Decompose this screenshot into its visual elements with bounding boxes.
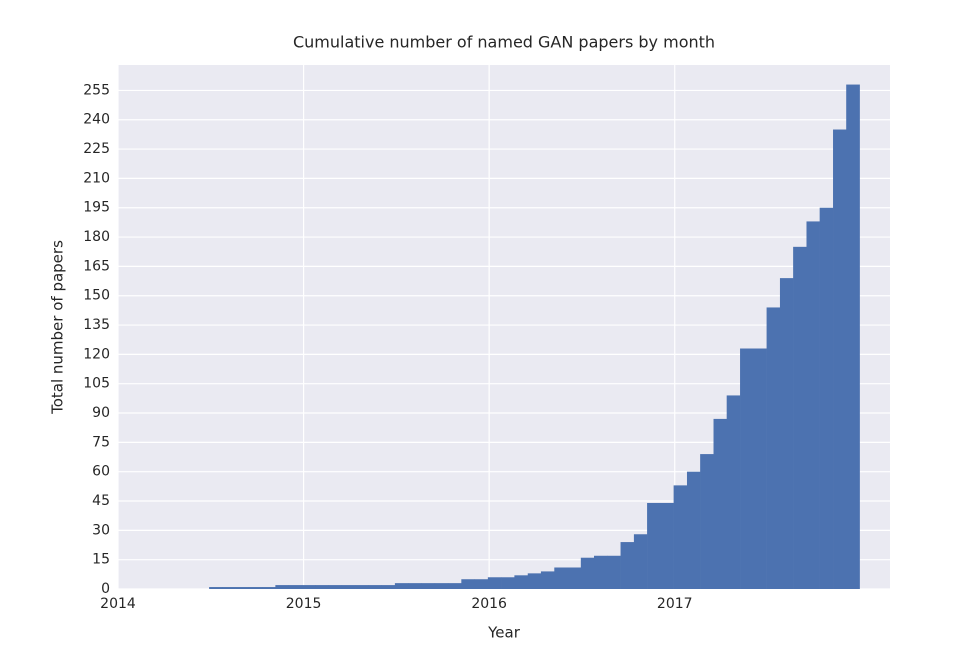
bar bbox=[408, 583, 422, 589]
bar bbox=[381, 585, 396, 589]
y-tick-label: 105 bbox=[83, 376, 110, 392]
bar bbox=[501, 577, 515, 589]
bar bbox=[540, 571, 555, 589]
y-tick-label: 0 bbox=[101, 581, 110, 597]
bar bbox=[766, 307, 781, 589]
bar bbox=[355, 585, 369, 589]
y-tick-label: 150 bbox=[83, 288, 110, 304]
x-tick-label: 2017 bbox=[657, 596, 693, 612]
bar bbox=[567, 567, 582, 589]
x-tick-label: 2015 bbox=[286, 596, 322, 612]
bar bbox=[301, 585, 316, 589]
bar bbox=[315, 585, 329, 589]
bar bbox=[262, 587, 276, 589]
bar bbox=[235, 587, 250, 589]
y-tick-label: 60 bbox=[92, 464, 110, 480]
bar bbox=[647, 502, 661, 589]
bar bbox=[248, 587, 263, 589]
bar bbox=[527, 573, 542, 589]
x-tick-label: 2014 bbox=[100, 596, 136, 612]
bar bbox=[487, 577, 502, 589]
y-tick-label: 225 bbox=[83, 141, 110, 157]
bar bbox=[660, 502, 674, 589]
bar bbox=[594, 555, 608, 589]
y-tick-label: 180 bbox=[83, 229, 110, 245]
bar bbox=[740, 348, 754, 589]
bar bbox=[686, 471, 701, 589]
bar bbox=[341, 585, 356, 589]
y-tick-label: 255 bbox=[83, 82, 110, 98]
bar bbox=[434, 583, 449, 589]
bar bbox=[819, 207, 834, 590]
bar bbox=[328, 585, 343, 589]
bar bbox=[607, 555, 621, 589]
bar bbox=[726, 395, 741, 589]
y-axis-label: Total number of papers bbox=[49, 240, 67, 415]
y-tick-label: 30 bbox=[92, 522, 110, 538]
bar bbox=[779, 278, 794, 589]
y-tick-label: 90 bbox=[92, 405, 110, 421]
y-tick-label: 240 bbox=[83, 112, 110, 128]
bar bbox=[275, 585, 290, 589]
bar bbox=[394, 583, 409, 589]
bar bbox=[713, 418, 727, 589]
bar bbox=[447, 583, 462, 589]
x-tick-label: 2016 bbox=[471, 596, 507, 612]
y-tick-label: 75 bbox=[92, 434, 110, 450]
bar bbox=[209, 587, 223, 589]
bar bbox=[474, 579, 489, 589]
bar bbox=[368, 585, 383, 589]
y-tick-label: 45 bbox=[92, 493, 110, 509]
bar bbox=[461, 579, 475, 589]
bar bbox=[833, 129, 847, 589]
y-tick-label: 210 bbox=[83, 170, 110, 186]
bar bbox=[580, 557, 595, 589]
chart-title: Cumulative number of named GAN papers by… bbox=[293, 33, 715, 52]
x-axis-label: Year bbox=[487, 624, 521, 642]
bar bbox=[793, 246, 807, 589]
y-tick-label: 135 bbox=[83, 317, 110, 333]
bar bbox=[846, 84, 860, 589]
bar bbox=[554, 567, 568, 589]
y-tick-label: 195 bbox=[83, 200, 110, 216]
bar bbox=[806, 221, 820, 589]
bar bbox=[514, 575, 529, 589]
bar bbox=[700, 454, 714, 589]
y-tick-label: 15 bbox=[92, 552, 110, 568]
bar bbox=[288, 585, 303, 589]
bar bbox=[421, 583, 436, 589]
bar bbox=[633, 534, 648, 589]
bar bbox=[222, 587, 236, 589]
bar bbox=[620, 542, 635, 589]
bar bbox=[753, 348, 767, 589]
bar bbox=[673, 485, 688, 589]
y-tick-label: 120 bbox=[83, 346, 110, 362]
y-tick-label: 165 bbox=[83, 258, 110, 274]
